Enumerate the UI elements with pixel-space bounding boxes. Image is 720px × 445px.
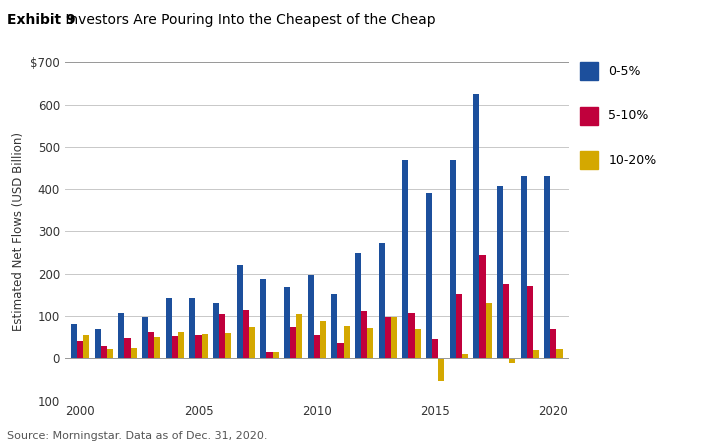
Bar: [178, 332, 184, 358]
Bar: [266, 352, 273, 358]
Bar: [237, 265, 243, 358]
Bar: [544, 176, 550, 358]
Bar: [154, 337, 161, 358]
Bar: [118, 313, 125, 358]
Bar: [225, 333, 231, 358]
Bar: [249, 328, 255, 358]
Bar: [202, 334, 207, 358]
Bar: [509, 358, 516, 363]
Bar: [314, 335, 320, 358]
Bar: [107, 349, 113, 358]
Bar: [343, 326, 350, 358]
Bar: [296, 314, 302, 358]
Bar: [485, 303, 492, 358]
Y-axis label: Estimated Net Flows (USD Billion): Estimated Net Flows (USD Billion): [12, 132, 24, 331]
Bar: [449, 160, 456, 358]
Bar: [166, 298, 172, 358]
Bar: [71, 324, 77, 358]
Bar: [402, 160, 408, 358]
Bar: [331, 294, 338, 358]
Bar: [497, 186, 503, 358]
Bar: [142, 317, 148, 358]
Bar: [77, 341, 84, 358]
Bar: [503, 284, 509, 358]
Bar: [415, 329, 420, 358]
Bar: [550, 329, 557, 358]
Bar: [432, 339, 438, 358]
Bar: [189, 298, 195, 358]
Bar: [438, 358, 444, 381]
Bar: [284, 287, 290, 358]
Bar: [480, 255, 485, 358]
Bar: [456, 294, 462, 358]
Bar: [426, 193, 432, 358]
Text: 0-5%: 0-5%: [608, 65, 641, 78]
Bar: [273, 352, 279, 358]
Bar: [195, 335, 202, 358]
Text: Exhibit 9: Exhibit 9: [7, 13, 76, 27]
Bar: [130, 348, 137, 358]
Bar: [408, 313, 415, 358]
Bar: [462, 354, 468, 358]
Text: Investors Are Pouring Into the Cheapest of the Cheap: Investors Are Pouring Into the Cheapest …: [61, 13, 436, 27]
Bar: [172, 336, 178, 358]
Text: Source: Morningstar. Data as of Dec. 31, 2020.: Source: Morningstar. Data as of Dec. 31,…: [7, 431, 268, 441]
Bar: [391, 317, 397, 358]
Bar: [355, 253, 361, 358]
Bar: [260, 279, 266, 358]
Bar: [307, 275, 314, 358]
Bar: [361, 311, 367, 358]
Bar: [338, 344, 343, 358]
Bar: [94, 329, 101, 358]
Text: 5-10%: 5-10%: [608, 109, 649, 122]
Bar: [557, 349, 562, 358]
Bar: [473, 94, 480, 358]
Bar: [243, 310, 249, 358]
Bar: [101, 345, 107, 358]
Bar: [533, 350, 539, 358]
Bar: [384, 317, 391, 358]
Text: 10-20%: 10-20%: [608, 154, 657, 167]
Bar: [213, 303, 219, 358]
Bar: [521, 176, 527, 358]
Bar: [219, 314, 225, 358]
Bar: [84, 335, 89, 358]
Bar: [320, 321, 326, 358]
Bar: [290, 327, 296, 358]
Bar: [148, 332, 154, 358]
Bar: [367, 328, 374, 358]
Bar: [379, 243, 384, 358]
Bar: [125, 338, 130, 358]
Bar: [527, 287, 533, 358]
